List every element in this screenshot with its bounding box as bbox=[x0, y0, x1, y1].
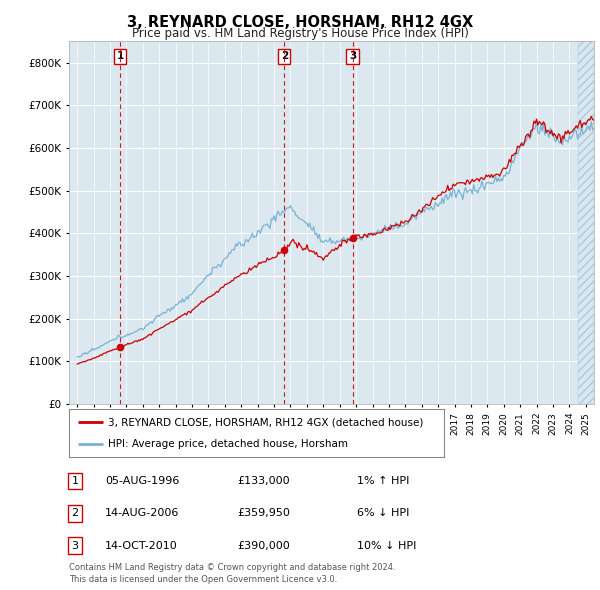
Text: 14-AUG-2006: 14-AUG-2006 bbox=[105, 509, 179, 518]
Text: 3: 3 bbox=[71, 541, 79, 550]
Text: 2: 2 bbox=[281, 51, 288, 61]
Text: 3, REYNARD CLOSE, HORSHAM, RH12 4GX (detached house): 3, REYNARD CLOSE, HORSHAM, RH12 4GX (det… bbox=[109, 417, 424, 427]
Text: This data is licensed under the Open Government Licence v3.0.: This data is licensed under the Open Gov… bbox=[69, 575, 337, 584]
Text: 2: 2 bbox=[71, 509, 79, 518]
Text: HPI: Average price, detached house, Horsham: HPI: Average price, detached house, Hors… bbox=[109, 439, 349, 449]
Text: £133,000: £133,000 bbox=[237, 476, 290, 486]
Text: 1: 1 bbox=[71, 476, 79, 486]
Text: £359,950: £359,950 bbox=[237, 509, 290, 518]
Bar bbox=[578, 41, 594, 404]
Text: 05-AUG-1996: 05-AUG-1996 bbox=[105, 476, 179, 486]
Text: 6% ↓ HPI: 6% ↓ HPI bbox=[357, 509, 409, 518]
Text: £390,000: £390,000 bbox=[237, 541, 290, 550]
Text: 10% ↓ HPI: 10% ↓ HPI bbox=[357, 541, 416, 550]
Text: Price paid vs. HM Land Registry's House Price Index (HPI): Price paid vs. HM Land Registry's House … bbox=[131, 27, 469, 40]
Text: 14-OCT-2010: 14-OCT-2010 bbox=[105, 541, 178, 550]
Text: 1% ↑ HPI: 1% ↑ HPI bbox=[357, 476, 409, 486]
Text: 3, REYNARD CLOSE, HORSHAM, RH12 4GX: 3, REYNARD CLOSE, HORSHAM, RH12 4GX bbox=[127, 15, 473, 30]
Text: 1: 1 bbox=[116, 51, 124, 61]
Text: 3: 3 bbox=[349, 51, 356, 61]
Text: Contains HM Land Registry data © Crown copyright and database right 2024.: Contains HM Land Registry data © Crown c… bbox=[69, 563, 395, 572]
